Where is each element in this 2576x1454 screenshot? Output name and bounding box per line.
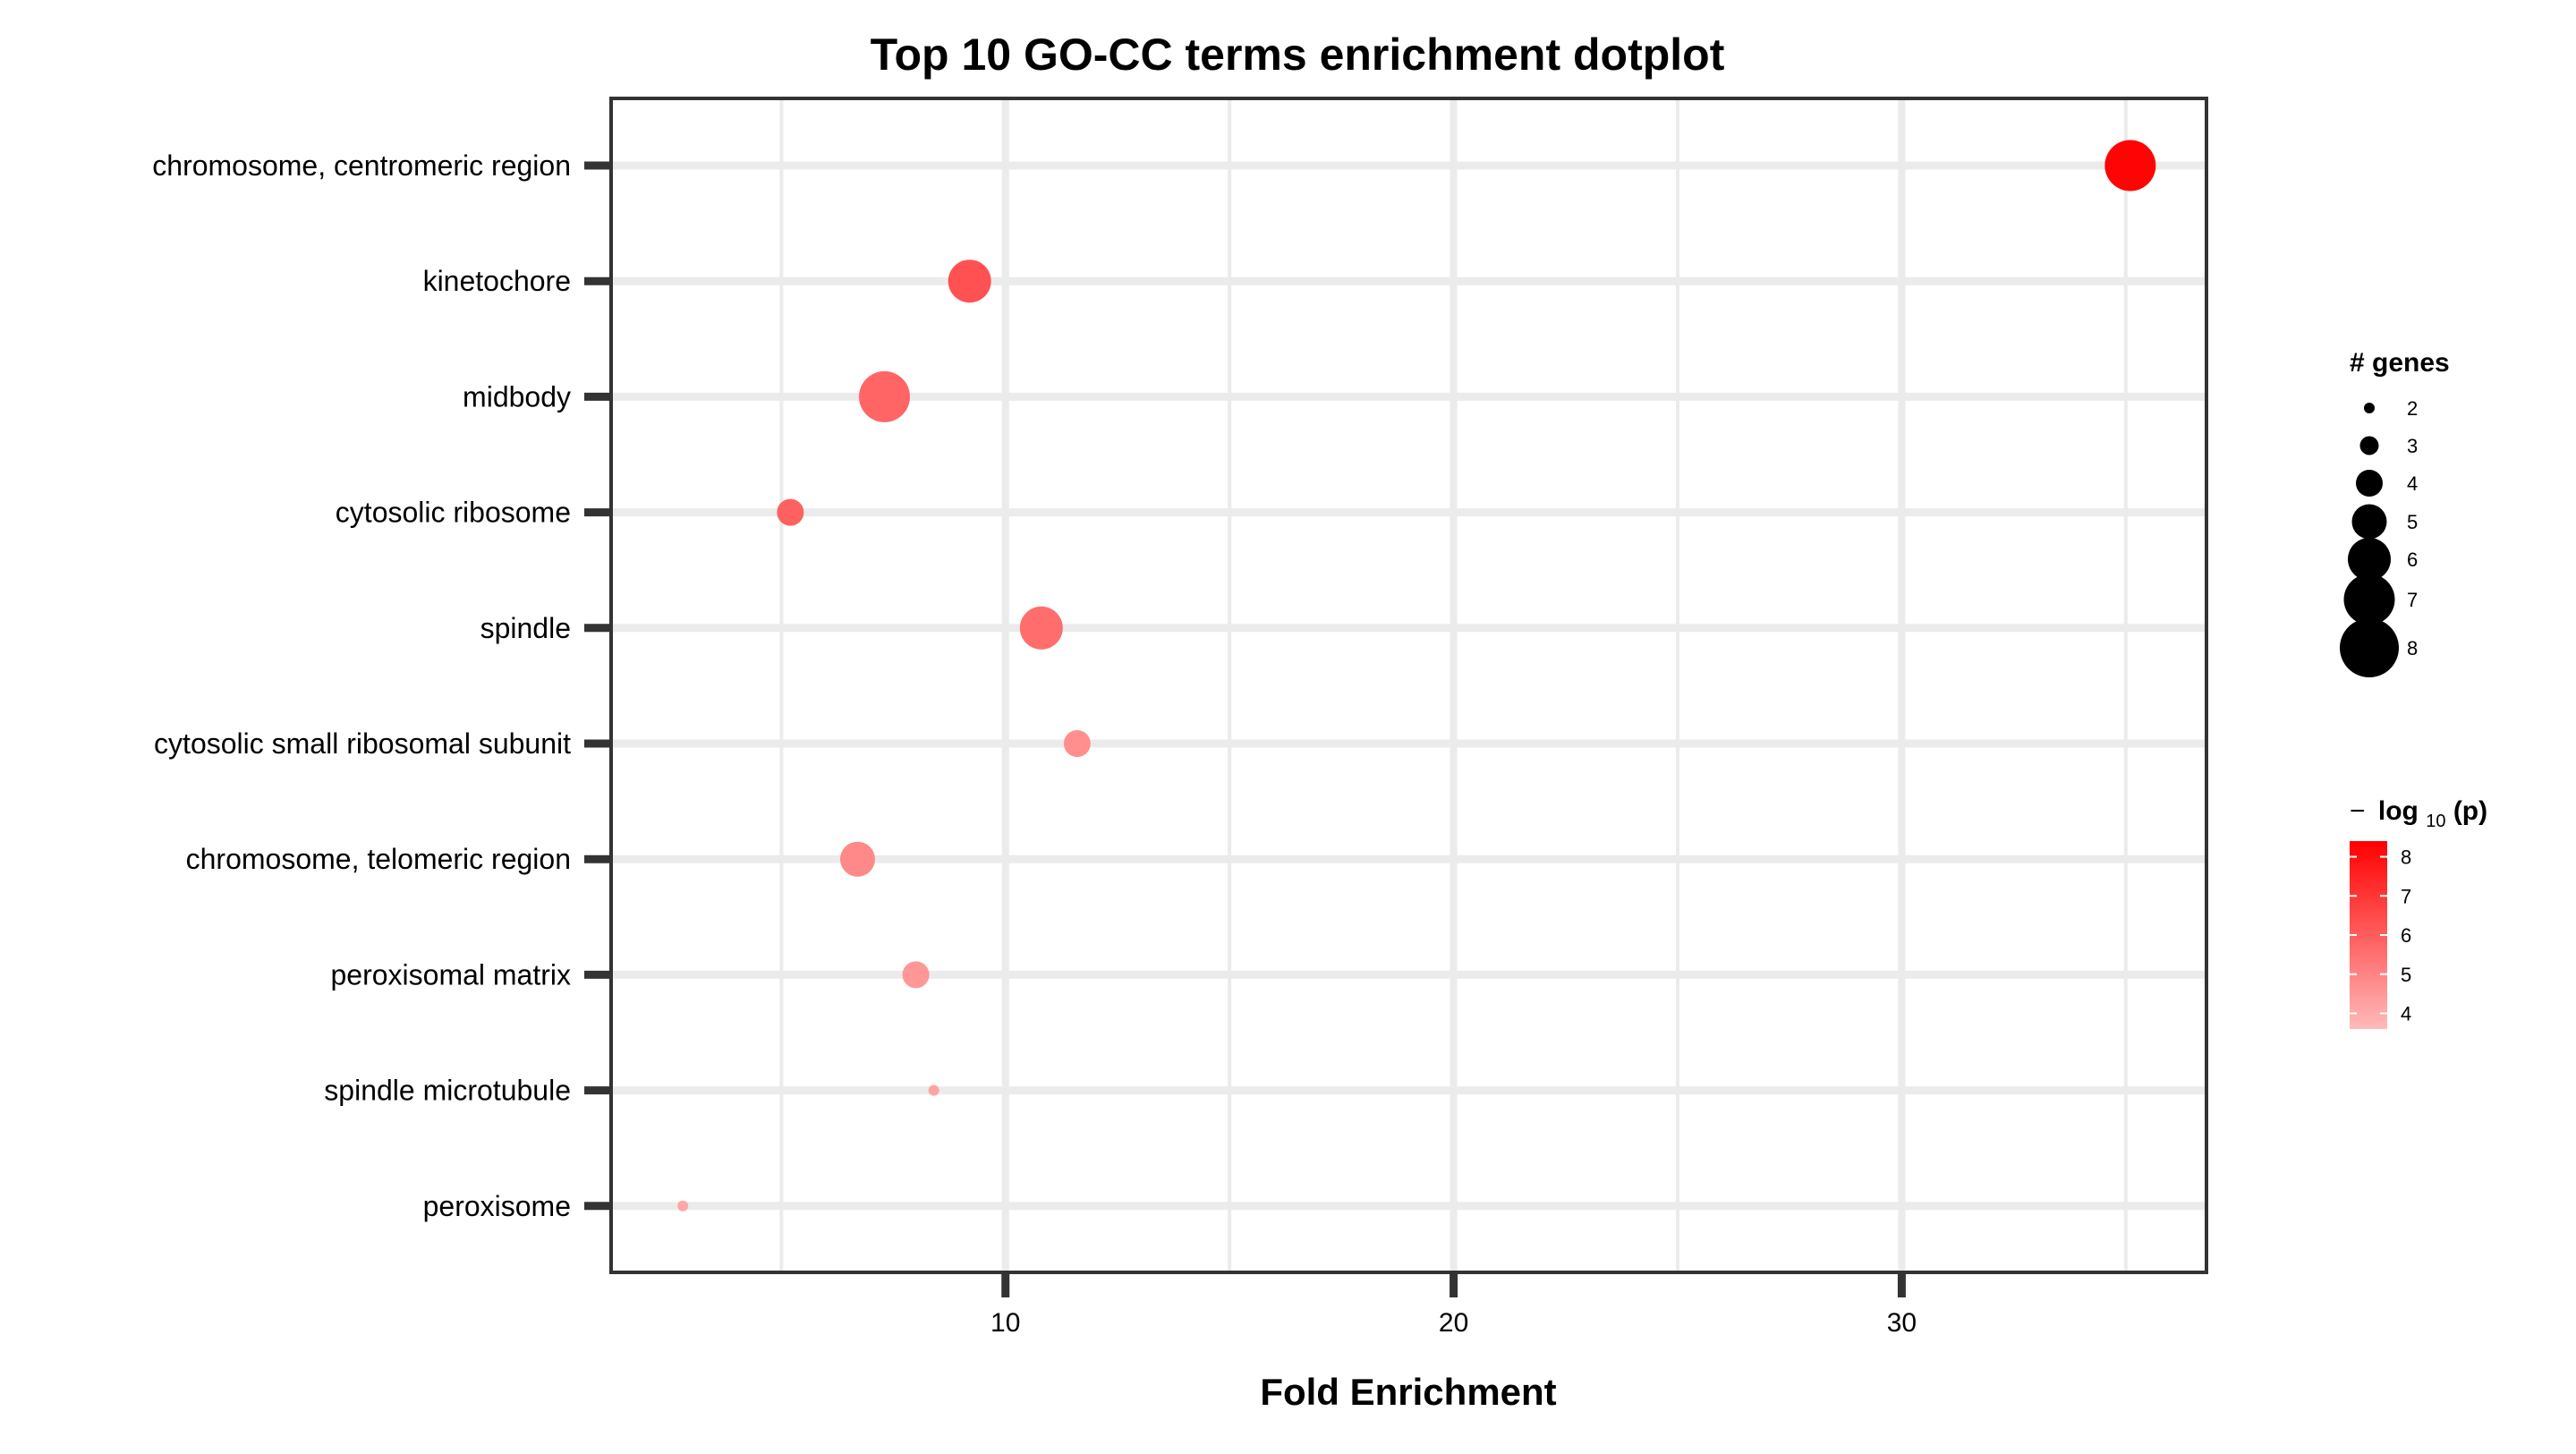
color-legend-label: 7 (2401, 885, 2411, 907)
x-tick-label: 30 (1887, 1308, 1917, 1338)
size-legend-dot (2359, 436, 2379, 455)
size-legend-dot (2343, 574, 2395, 625)
color-legend-label: 5 (2401, 964, 2411, 986)
color-legend-label: 4 (2401, 1003, 2411, 1025)
size-legend-label: 5 (2407, 511, 2418, 533)
size-legend-title: # genes (2350, 348, 2450, 378)
size-legend-label: 7 (2407, 589, 2418, 611)
axes-layer: chromosome, centromeric region kinetochor… (152, 149, 1917, 1338)
y-tick-label: midbody (463, 380, 571, 412)
color-legend-title-sub: 10 (2426, 812, 2445, 831)
size-legend-label: 6 (2407, 548, 2418, 571)
color-legend-label: 6 (2401, 924, 2411, 947)
enrichment-point (1063, 730, 1091, 757)
y-tick-label: cytosolic ribosome (336, 497, 571, 529)
enrichment-point (928, 1084, 939, 1096)
y-tick-label: kinetochore (423, 265, 571, 297)
size-legend-dot (2356, 470, 2383, 497)
x-axis-title: Fold Enrichment (1260, 1371, 1556, 1413)
enrichment-point (777, 498, 804, 526)
color-legend-title-arg: (p) (2453, 796, 2487, 826)
y-tick-label: peroxisomal matrix (330, 958, 571, 991)
x-tick-label: 10 (990, 1308, 1020, 1338)
enrichment-point (2104, 140, 2156, 191)
grid-layer (611, 98, 2206, 1272)
points-layer (677, 140, 2156, 1212)
size-legend-dot (2364, 403, 2375, 413)
enrichment-point (859, 370, 911, 422)
color-legend-label: 8 (2401, 846, 2411, 869)
y-tick-label: spindle (480, 612, 571, 644)
y-tick-label: cytosolic small ribosomal subunit (154, 727, 571, 760)
y-tick-label: spindle microtubule (324, 1075, 571, 1107)
enrichment-point (948, 259, 991, 303)
size-legend-label: 2 (2407, 397, 2418, 420)
size-legend: # genes 2 3 4 5 6 7 8 (2340, 348, 2450, 677)
enrichment-point (677, 1200, 689, 1212)
color-legend-ticks: 4 5 6 7 8 (2350, 846, 2411, 1025)
y-tick-label: chromosome, centromeric region (152, 149, 571, 182)
color-legend-title-prefix: − (2350, 796, 2366, 826)
enrichment-point (839, 841, 875, 877)
size-legend-dot (2340, 618, 2399, 677)
panel-border (609, 97, 2208, 1274)
size-legend-dot (2351, 504, 2387, 540)
enrichment-point (902, 961, 930, 989)
y-tick-label: chromosome, telomeric region (186, 843, 571, 875)
size-legend-label: 3 (2407, 435, 2418, 457)
size-legend-label: 8 (2407, 637, 2418, 659)
color-legend: − log 10 (p) 4 5 6 7 8 (2350, 796, 2487, 1029)
enrichment-point (1019, 606, 1063, 650)
size-legend-dot (2348, 538, 2391, 581)
x-tick-label: 20 (1439, 1308, 1468, 1338)
chart-title: Top 10 GO-CC terms enrichment dotplot (871, 30, 1725, 80)
size-legend-label: 4 (2407, 472, 2418, 495)
y-tick-label: peroxisome (423, 1190, 571, 1222)
color-legend-title-log: log (2378, 796, 2419, 826)
color-legend-title: − log 10 (p) (2350, 796, 2487, 833)
